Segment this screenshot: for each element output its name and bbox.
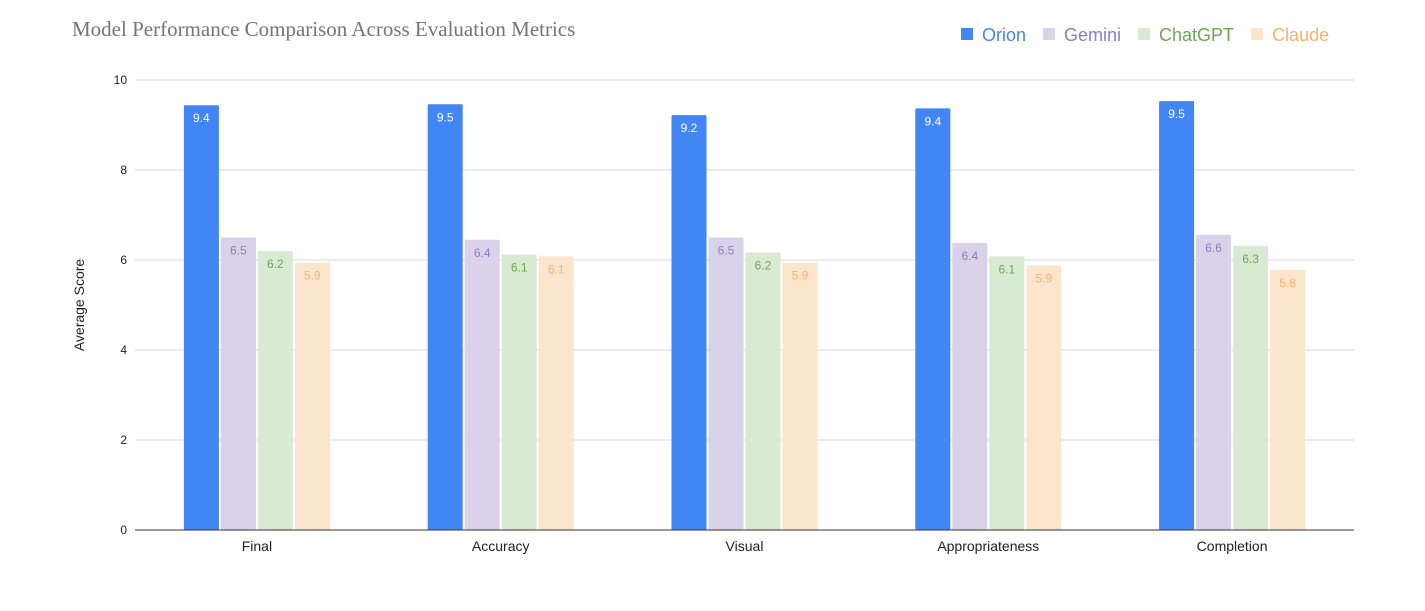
bar-chatgpt-visual: [745, 252, 781, 530]
y-tick-label: 4: [120, 343, 127, 357]
x-axis-labels: Final Accuracy Visual Appropriateness Comple…: [242, 538, 1268, 554]
data-label: 6.1: [998, 262, 1015, 276]
gridlines: [135, 79, 1354, 441]
bar-claude-appropriateness: [1026, 265, 1062, 530]
data-label: 6.1: [548, 262, 565, 276]
bar-chatgpt-completion: [1233, 246, 1269, 531]
x-category-label: Final: [242, 538, 272, 554]
bar-claude-final: [294, 262, 330, 530]
y-tick-label: 6: [120, 253, 127, 267]
legend-label-chatgpt: ChatGPT: [1159, 25, 1234, 45]
data-label: 5.8: [1279, 276, 1296, 290]
legend-label-gemini: Gemini: [1064, 25, 1121, 45]
bar-gemini-appropriateness: [952, 242, 988, 530]
bar-orion-completion: [1159, 101, 1195, 531]
data-label: 9.4: [924, 114, 941, 128]
legend-swatch-gemini: [1043, 28, 1056, 40]
bar-chatgpt-appropriateness: [989, 256, 1025, 530]
data-label: 6.4: [474, 246, 491, 260]
bar-gemini-completion: [1196, 234, 1232, 531]
bar-orion-visual: [671, 115, 707, 530]
y-tick-label: 2: [120, 433, 127, 447]
x-category-label: Accuracy: [472, 538, 530, 554]
bar-chatgpt-final: [257, 251, 293, 530]
data-label: 9.4: [193, 111, 210, 125]
bar-gemini-visual: [708, 237, 744, 530]
x-category-label: Appropriateness: [937, 538, 1039, 554]
data-label: 6.4: [961, 249, 978, 263]
data-label: 6.1: [511, 261, 528, 275]
bar-chatgpt-accuracy: [501, 254, 537, 530]
legend: Orion Gemini ChatGPT Claude: [961, 25, 1329, 45]
bar-claude-completion: [1270, 269, 1306, 530]
x-category-label: Visual: [726, 538, 764, 554]
data-label: 9.5: [1168, 107, 1185, 121]
y-tick-label: 10: [114, 73, 128, 87]
bar-orion-final: [183, 105, 219, 530]
y-tick-label: 8: [120, 163, 127, 177]
data-label: 6.3: [1242, 252, 1259, 266]
x-category-label: Completion: [1197, 538, 1268, 554]
legend-label-claude: Claude: [1272, 25, 1329, 45]
data-label: 5.9: [792, 269, 809, 283]
data-label: 9.5: [437, 110, 454, 124]
data-label: 9.2: [681, 121, 698, 135]
bar-gemini-accuracy: [464, 239, 500, 530]
bar-orion-accuracy: [427, 104, 463, 531]
data-label: 5.9: [1035, 271, 1052, 285]
legend-swatch-chatgpt: [1138, 28, 1151, 40]
data-label: 5.9: [304, 269, 321, 283]
legend-swatch-orion: [961, 28, 973, 40]
data-label: 6.2: [267, 257, 284, 271]
y-tick-label: 0: [120, 523, 127, 537]
bar-gemini-final: [220, 237, 256, 530]
legend-swatch-claude: [1251, 28, 1264, 40]
bars: 9.4 6.5 6.2 5.9 9.5 6.4 6.1 6.1 9.2 6.5 6.2 5.9 9.4 6…: [183, 101, 1306, 531]
bar-claude-accuracy: [538, 256, 574, 530]
bar-claude-visual: [782, 262, 818, 530]
data-label: 6.6: [1205, 241, 1222, 255]
data-label: 6.5: [718, 244, 735, 258]
legend-label-orion: Orion: [982, 25, 1026, 45]
data-label: 6.2: [755, 258, 772, 272]
bar-orion-appropriateness: [915, 108, 951, 530]
chart-title: Model Performance Comparison Across Eval…: [72, 17, 575, 41]
data-label: 6.5: [230, 244, 247, 258]
y-axis-ticks: 0 2 4 6 8 10: [114, 73, 128, 537]
y-axis-title: Average Score: [71, 259, 87, 352]
